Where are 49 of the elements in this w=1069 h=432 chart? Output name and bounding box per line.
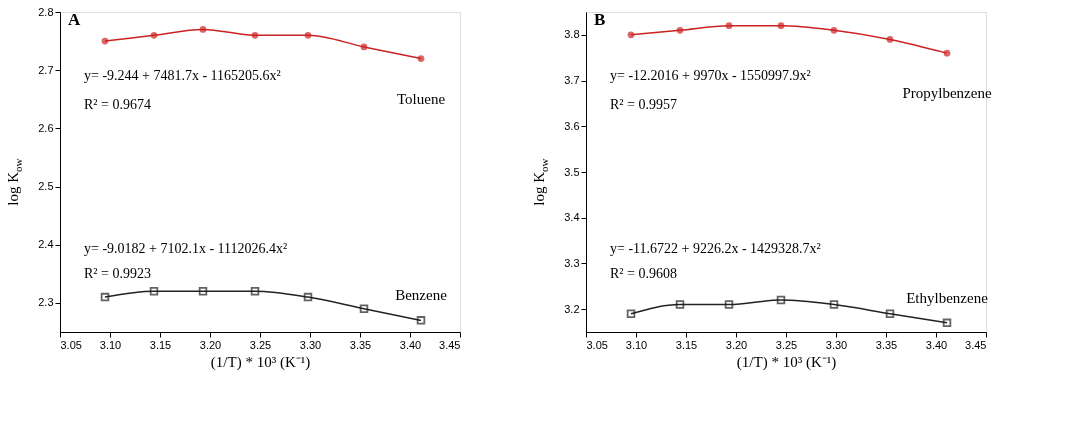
- y-tick-label: 3.5: [564, 165, 580, 178]
- x-tick-label: 3.40: [925, 338, 948, 351]
- y-tick-label: 2.6: [38, 121, 54, 134]
- y-tick-label: 2.8: [38, 5, 54, 18]
- x-tick-label: 3.40: [399, 338, 422, 351]
- x-tick-label: 3.20: [199, 338, 222, 351]
- x-axis-title: (1/T) * 10³ (K⁻¹): [210, 353, 311, 371]
- x-tick-label: 3.30: [299, 338, 322, 351]
- y-tick-label: 2.5: [38, 180, 54, 193]
- series-label: Benzene: [395, 287, 448, 304]
- x-tick-label: 3.15: [149, 338, 172, 351]
- series-label: Ethylbenzene: [906, 289, 989, 306]
- x-tick-label: 3.20: [725, 338, 748, 351]
- x-tick-label: 3.45: [965, 338, 987, 351]
- x-tick-label: 3.45: [439, 338, 461, 351]
- y-tick-label: 2.4: [38, 238, 54, 251]
- text: Propylbenzene: [902, 85, 992, 102]
- x-tick-label: 3.15: [675, 338, 698, 351]
- y-tick-label: 3.2: [564, 302, 580, 315]
- annotation: y= -12.2016 + 9970x - 1550997.9x²: [610, 68, 811, 83]
- x-tick-label: 3.25: [249, 338, 272, 351]
- text: Toluene: [396, 90, 446, 107]
- annotation: R² = 0.9674: [84, 96, 151, 112]
- annotation: R² = 0.9923: [84, 266, 151, 282]
- x-tick-label: 3.05: [60, 338, 82, 351]
- annotation: R² = 0.9957: [610, 96, 677, 112]
- y-tick-label: 2.3: [38, 296, 54, 309]
- annotation: y= -9.0182 + 7102.1x - 1112026.4x²: [84, 240, 288, 256]
- x-tick-label: 3.30: [825, 338, 848, 351]
- chart-title: B: [594, 10, 606, 29]
- annotation: R² = 0.9608: [610, 266, 677, 282]
- x-tick-label: 3.25: [775, 338, 798, 351]
- x-tick-label: 3.05: [586, 338, 608, 351]
- x-tick-label: 3.35: [349, 338, 372, 351]
- y-tick-label: 3.8: [564, 28, 580, 41]
- chart-title: A: [68, 10, 81, 29]
- y-tick-label: 2.7: [38, 63, 54, 76]
- y-axis-title: log Kow: [5, 158, 24, 206]
- y-tick-label: 3.3: [564, 256, 580, 269]
- x-tick-label: 3.10: [99, 338, 122, 351]
- y-tick-label: 3.6: [564, 119, 580, 132]
- y-tick-label: 3.4: [564, 211, 580, 224]
- x-axis-title: (1/T) * 10³ (K⁻¹): [736, 353, 837, 371]
- y-axis-title: log Kow: [531, 158, 550, 206]
- x-tick-label: 3.10: [625, 338, 648, 351]
- annotation: y= -9.244 + 7481.7x - 1165205.6x²: [84, 68, 281, 83]
- x-tick-label: 3.35: [875, 338, 898, 351]
- y-tick-label: 3.7: [564, 74, 580, 87]
- annotation: y= -11.6722 + 9226.2x - 1429328.7x²: [610, 240, 821, 256]
